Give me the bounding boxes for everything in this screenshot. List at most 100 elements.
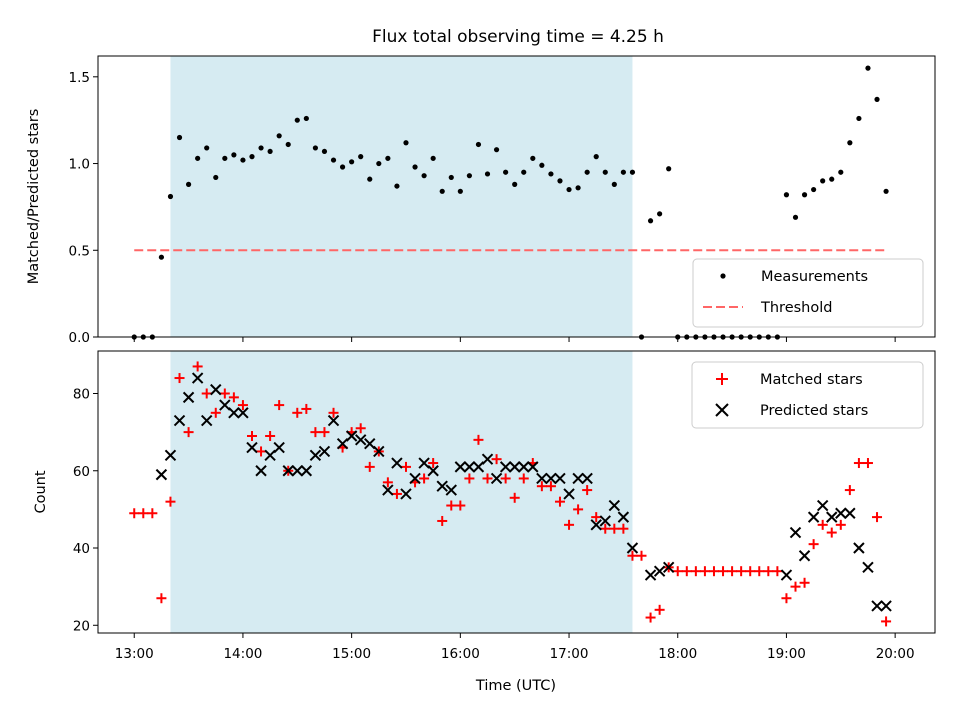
- predicted-marker-b: [590, 519, 602, 531]
- y-tick-label: 1.0: [69, 157, 90, 173]
- measurement-point: [158, 254, 165, 260]
- measurement-point: [176, 134, 183, 141]
- predicted-star-marker: [862, 561, 874, 574]
- measurement-point: [303, 115, 309, 122]
- measurement-point: [629, 169, 636, 175]
- measurement-point: [620, 169, 626, 175]
- measurement-point: [493, 147, 500, 153]
- observing-window-span: [170, 56, 633, 337]
- predicted-star-marker: [427, 465, 439, 477]
- predicted-marker-b: [182, 391, 195, 404]
- predicted-marker-b: [436, 480, 448, 492]
- predicted-star-marker: [255, 465, 267, 477]
- predicted-star-marker: [445, 484, 457, 496]
- matched-star-marker: [844, 485, 855, 496]
- matched-star-marker: [826, 527, 837, 538]
- predicted-marker-b: [164, 449, 177, 462]
- legend-measurement-marker: [720, 273, 726, 279]
- predicted-marker-b: [418, 457, 430, 469]
- measurement-point: [829, 176, 835, 182]
- predicted-marker-b: [807, 511, 820, 523]
- measurement-point: [213, 174, 219, 181]
- legend-label: Matched stars: [760, 372, 863, 388]
- legend: Matched stars Predicted stars: [691, 361, 924, 429]
- measurement-point: [801, 192, 808, 198]
- measurement-point: [566, 186, 572, 193]
- plot-frame: [97, 350, 936, 634]
- measurement-point: [249, 154, 255, 160]
- predicted-star-marker: [291, 465, 303, 477]
- predicted-star-marker: [364, 438, 376, 450]
- measurement-point: [539, 162, 545, 168]
- predicted-star-marker: [481, 453, 494, 465]
- predicted-marker-b: [364, 438, 376, 450]
- predicted-star-marker: [563, 488, 575, 500]
- matched-star-marker: [265, 430, 276, 441]
- matched-star-marker: [201, 388, 212, 399]
- matched-star-marker: [319, 427, 330, 438]
- predicted-star-marker: [472, 461, 485, 473]
- measurement-point: [530, 155, 536, 161]
- measurement-point: [611, 181, 617, 187]
- legend-label: Measurements: [761, 269, 868, 285]
- matched-star-marker: [473, 434, 484, 445]
- predicted-star-marker: [490, 472, 503, 485]
- predicted-marker-b: [327, 414, 340, 427]
- y-tick-label: 40: [73, 541, 90, 557]
- predicted-marker-b: [427, 465, 439, 477]
- predicted-marker-b: [880, 600, 892, 612]
- predicted-star-marker: [282, 465, 294, 477]
- matched-star-marker: [129, 508, 140, 519]
- predicted-marker-b: [373, 445, 385, 458]
- predicted-star-marker: [536, 472, 548, 485]
- measurement-point: [783, 192, 790, 198]
- measurement-point: [602, 169, 608, 175]
- matched-star-marker: [835, 519, 846, 530]
- measurement-point: [584, 169, 590, 175]
- matched-star-marker: [364, 461, 375, 472]
- predicted-marker-b: [844, 507, 856, 519]
- measurement-point: [349, 159, 355, 165]
- predicted-marker-b: [264, 449, 276, 462]
- matched-star-marker: [237, 400, 248, 411]
- y-axis-label: Matched/Predicted stars: [26, 109, 42, 285]
- predicted-marker-b: [291, 465, 303, 477]
- matched-star-marker: [564, 519, 575, 530]
- matched-star-marker: [718, 566, 729, 577]
- matched-star-marker: [328, 407, 339, 418]
- predicted-marker-b: [255, 465, 267, 477]
- matched-star-marker: [147, 508, 158, 519]
- predicted-marker-b: [780, 569, 793, 581]
- matched-star-marker: [355, 423, 366, 434]
- matched-star-marker: [210, 407, 221, 418]
- matched-star-marker: [274, 400, 285, 411]
- bottom-panel-counts: 20 40 60 80 13:00 14:00 15:00 16:00 17:00 18:00 19…: [33, 350, 936, 662]
- matched-star-marker: [591, 512, 602, 523]
- measurement-point: [231, 152, 237, 158]
- predicted-marker-b: [300, 465, 313, 477]
- matched-star-marker: [455, 500, 466, 511]
- predicted-marker-b: [862, 561, 874, 574]
- matched-star-marker: [464, 473, 475, 484]
- predicted-marker-b: [527, 461, 539, 473]
- predicted-marker-b: [608, 499, 621, 512]
- matched-star-marker: [391, 488, 402, 499]
- predicted-star-marker: [409, 472, 421, 485]
- legend-label: Predicted stars: [760, 403, 868, 419]
- x-tick-label: 20:00: [876, 646, 915, 662]
- predicted-star-marker: [345, 430, 358, 442]
- measurement-point: [276, 133, 282, 139]
- matched-star-marker: [636, 550, 647, 561]
- measurement-point: [294, 117, 300, 123]
- predicted-star-marker: [264, 449, 276, 462]
- predicted-star-marker: [300, 465, 313, 477]
- predicted-star-marker: [327, 414, 340, 427]
- predicted-star-marker: [608, 499, 621, 512]
- predicted-marker-b: [219, 399, 231, 411]
- matched-star-marker: [400, 461, 411, 472]
- predicted-marker-b: [210, 383, 222, 396]
- predicted-star-marker: [508, 461, 521, 473]
- measurement-point: [195, 155, 201, 161]
- predicted-marker-b: [336, 438, 349, 450]
- measurement-point: [439, 188, 445, 194]
